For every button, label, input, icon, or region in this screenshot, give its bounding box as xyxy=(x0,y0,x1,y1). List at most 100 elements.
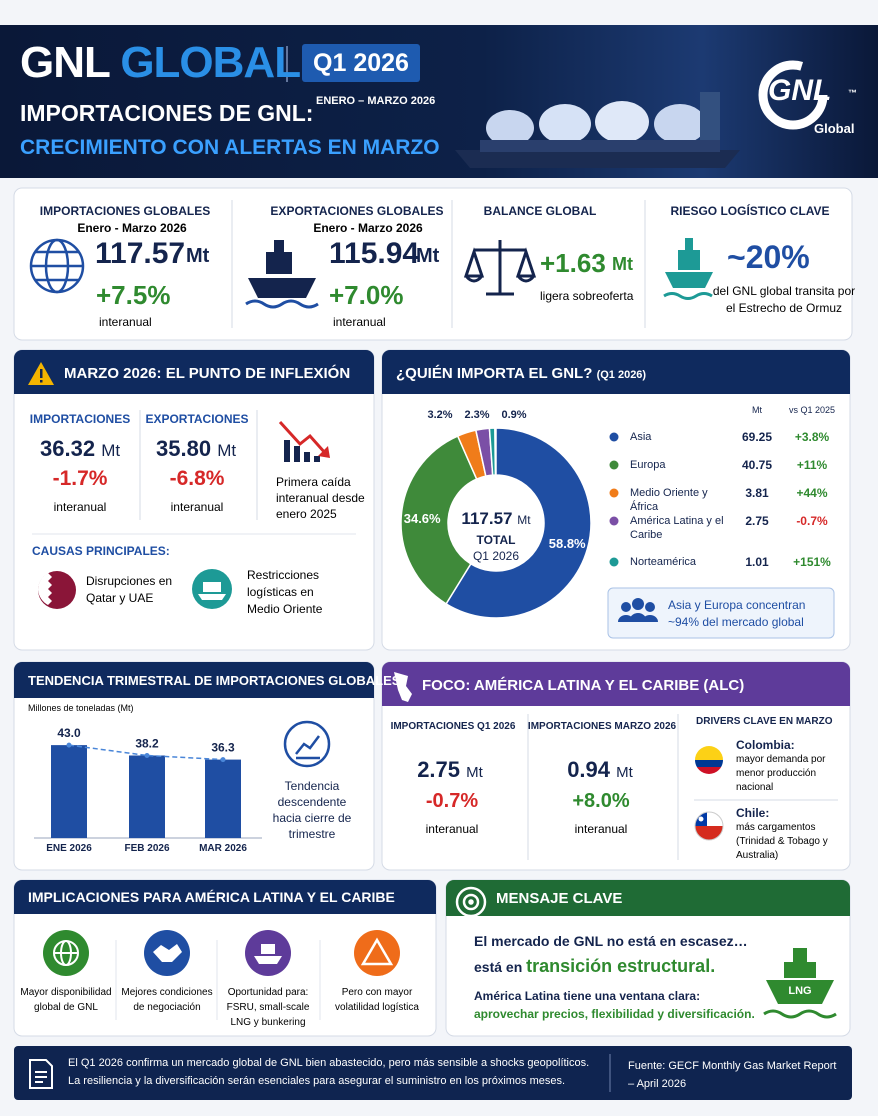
kpi-note: ligera sobreoferta xyxy=(540,289,634,303)
kpi-value: 117.57 xyxy=(95,237,186,270)
section-title: IMPLICACIONES PARA AMÉRICA LATINA Y EL C… xyxy=(28,889,395,905)
axis-label: Millones de toneladas (Mt) xyxy=(28,703,134,713)
quarter: Q1 2026 xyxy=(313,49,409,77)
legend-label: Europa xyxy=(630,459,666,471)
table-mt: 1.01 xyxy=(745,555,769,569)
kpi-title: EXPORTACIONES GLOBALES xyxy=(270,204,444,218)
donut-center-period: Q1 2026 xyxy=(472,549,520,563)
table-mt: 3.81 xyxy=(745,486,769,500)
slice-label: 2.3% xyxy=(464,409,489,421)
cause: Restricciones logísticas en Medio Orient… xyxy=(247,568,323,616)
legend-marker xyxy=(609,516,619,526)
metric-change: -0.7% xyxy=(425,790,479,812)
metric-value: 35.80 Mt xyxy=(156,436,236,462)
metric-unit: Mt xyxy=(616,764,633,781)
bar xyxy=(129,755,165,838)
legend-label: Asia xyxy=(630,431,652,443)
kpi-unit: Mt xyxy=(416,245,440,267)
subtitle: IMPORTACIONES DE GNL: xyxy=(20,100,314,126)
metric-note: interanual xyxy=(425,822,479,836)
qatar-flag xyxy=(37,571,76,609)
kpi-note: del GNL global transita por el Estrecho … xyxy=(712,284,856,315)
column-header: vs Q1 2025 xyxy=(789,405,835,415)
footer-band xyxy=(14,1046,852,1100)
kpi-unit: Mt xyxy=(186,245,210,267)
logo: GNL xyxy=(768,74,832,107)
icon-label: LNG xyxy=(788,985,812,997)
donut-center-value: 117.57 Mt xyxy=(461,509,530,529)
globe-glyph xyxy=(53,940,79,966)
march-header xyxy=(14,350,374,394)
trend-point xyxy=(220,757,226,763)
donut-slice xyxy=(445,427,592,619)
bar xyxy=(205,759,241,838)
alert-glyph xyxy=(360,937,394,966)
implications-header xyxy=(14,880,436,914)
slice-label: 34.6% xyxy=(404,511,441,526)
metric-unit: Mt xyxy=(101,441,121,460)
kpi-panel xyxy=(13,187,853,341)
table-yoy: +44% xyxy=(796,486,827,500)
footer-text: La resiliencia y la diversificación será… xyxy=(68,1075,566,1087)
message-line: El mercado de GNL no está en escasez… xyxy=(474,933,748,949)
brand: GNL GLOBAL xyxy=(20,38,301,88)
implication: Mayor disponibilidad global de GNL xyxy=(20,987,112,1013)
bar xyxy=(51,745,87,838)
logo-ring xyxy=(758,60,828,130)
kpi-value: +1.63 xyxy=(540,248,606,278)
metric-value: 2.75 Mt xyxy=(417,757,483,783)
metric-note: interanual xyxy=(170,500,224,514)
driver-text: mayor demanda por menor producción nacio… xyxy=(736,754,826,793)
legend-marker xyxy=(609,460,619,470)
metric-change: -6.8% xyxy=(169,467,225,490)
column-header: Mt xyxy=(752,405,762,415)
metric-unit: Mt xyxy=(217,441,237,460)
kpi-title: BALANCE GLOBAL xyxy=(483,204,597,218)
trend-note: Primera caída interanual desde enero 202… xyxy=(276,475,365,521)
metric-value: 36.32 Mt xyxy=(40,436,120,462)
trend-header xyxy=(14,662,374,698)
section-title: ¿QUIÉN IMPORTA EL GNL? (Q1 2026) xyxy=(396,365,646,382)
balance-icon xyxy=(463,240,537,296)
colombia-flag xyxy=(695,746,723,774)
table-yoy: +11% xyxy=(797,458,828,472)
legend-label: Norteamérica xyxy=(630,556,697,568)
warning-icon xyxy=(28,362,54,385)
handshake-glyph xyxy=(153,944,182,962)
message-line: aprovechar precios, flexibilidad y diver… xyxy=(474,1007,755,1021)
annotation: Tendencia descendente hacia cierre de tr… xyxy=(272,779,352,841)
slice-label: 58.8% xyxy=(549,536,586,551)
trend-point xyxy=(144,752,150,758)
people-icon xyxy=(618,598,658,622)
metric-value: 0.94 Mt xyxy=(567,757,633,783)
legend-marker xyxy=(609,557,619,567)
quarter-badge xyxy=(302,44,420,82)
center-unit: Mt xyxy=(517,513,531,527)
ship-icon xyxy=(245,240,319,309)
metric-number: 36.32 xyxy=(40,436,96,461)
document-icon xyxy=(29,1059,53,1089)
title-text: ¿QUIÉN IMPORTA EL GNL? xyxy=(396,365,593,382)
section-title: MENSAJE CLAVE xyxy=(496,890,623,907)
trend-icon xyxy=(283,720,331,768)
table-mt: 69.25 xyxy=(742,430,772,444)
logistics-icon xyxy=(192,569,232,609)
driver-country: Colombia: xyxy=(736,738,795,752)
metric-number: 0.94 xyxy=(567,757,611,782)
message-highlight: transición estructural. xyxy=(526,956,716,976)
metric-change: -1.7% xyxy=(52,467,108,490)
slice-label: 0.9% xyxy=(501,409,526,421)
center-number: 117.57 xyxy=(461,509,513,528)
tanker-icon xyxy=(663,238,713,300)
donut-slice xyxy=(400,435,478,605)
table-mt: 40.75 xyxy=(742,458,772,472)
footer-text: El Q1 2026 confirma un mercado global de… xyxy=(68,1057,590,1069)
donut-center-label: TOTAL xyxy=(476,533,516,547)
brand-b: GLOBAL xyxy=(120,38,301,87)
kpi-title: IMPORTACIONES GLOBALES xyxy=(39,204,211,218)
implication: Pero con mayor volatilidad logística xyxy=(335,987,419,1013)
logo-sub: Global xyxy=(814,121,855,136)
